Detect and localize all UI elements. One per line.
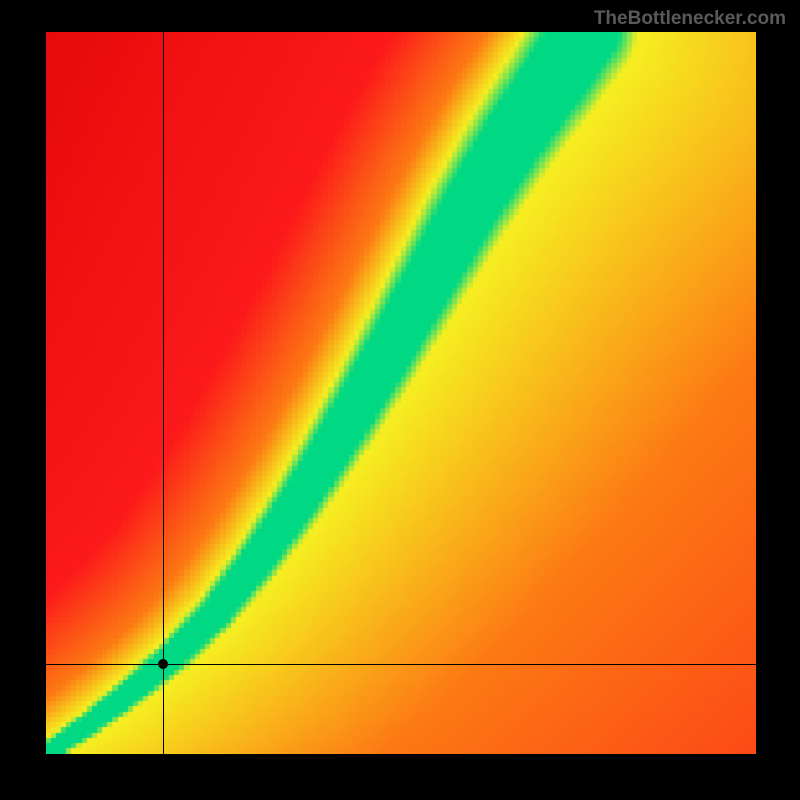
- heatmap-canvas: [46, 32, 756, 754]
- data-point-marker: [158, 659, 168, 669]
- watermark-text: TheBottlenecker.com: [594, 8, 786, 30]
- crosshair-horizontal: [46, 664, 756, 665]
- heatmap-plot: [46, 32, 756, 754]
- chart-container: { "canvas": { "width": 800, "height": 80…: [0, 0, 800, 800]
- crosshair-vertical: [163, 32, 164, 754]
